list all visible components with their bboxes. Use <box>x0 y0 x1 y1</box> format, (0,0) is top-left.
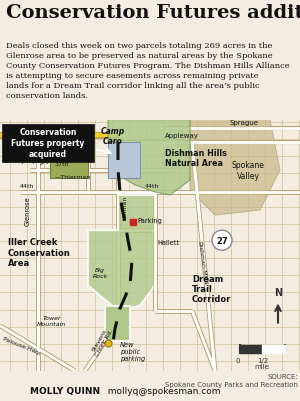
Text: Stevens
Creek Rd.: Stevens Creek Rd. <box>90 325 114 357</box>
Text: Dream
Trail
Corridor: Dream Trail Corridor <box>192 274 231 304</box>
Polygon shape <box>190 120 280 216</box>
Text: mile: mile <box>254 363 269 369</box>
Text: Palouse Hwy.: Palouse Hwy. <box>2 336 42 356</box>
Polygon shape <box>50 156 88 178</box>
Text: Spokane County Parks and Recreation: Spokane County Parks and Recreation <box>165 381 298 387</box>
Text: Holman: Holman <box>122 196 127 220</box>
Text: Iller Creek
Conservation
Area: Iller Creek Conservation Area <box>8 238 71 267</box>
Text: SOURCE:: SOURCE: <box>267 373 298 379</box>
Text: Parking: Parking <box>137 218 162 223</box>
Text: 90: 90 <box>50 131 60 140</box>
Text: MOLLY QUINN: MOLLY QUINN <box>30 386 100 395</box>
Text: Big
Rock: Big Rock <box>92 267 108 278</box>
Text: Deals closed this week on two parcels totaling 269 acres in the
Glenrose area to: Deals closed this week on two parcels to… <box>6 42 290 100</box>
Text: DNR property: DNR property <box>5 157 50 164</box>
Text: N: N <box>274 288 282 298</box>
Text: 37th: 37th <box>55 162 70 166</box>
Text: Spokane
Valley: Spokane Valley <box>232 161 264 180</box>
Text: Conservation Futures additions: Conservation Futures additions <box>6 4 300 22</box>
Text: Tower
Mountain: Tower Mountain <box>37 316 67 326</box>
Text: —Thierman: —Thierman <box>55 174 91 179</box>
Text: 44th: 44th <box>20 184 34 188</box>
Text: mollyq@spokesman.com: mollyq@spokesman.com <box>102 386 220 395</box>
Text: Sprague: Sprague <box>230 119 259 126</box>
Polygon shape <box>108 142 140 178</box>
Circle shape <box>212 231 232 251</box>
Text: 44th: 44th <box>145 184 160 188</box>
Text: New
public
parking: New public parking <box>120 341 145 361</box>
Text: Glenrose: Glenrose <box>25 196 31 225</box>
Text: 1/2: 1/2 <box>257 357 268 363</box>
FancyBboxPatch shape <box>45 128 65 144</box>
Text: Dishman-Mica: Dishman-Mica <box>196 240 208 285</box>
Text: 0: 0 <box>236 357 240 363</box>
Text: Conservation
Futures property
acquired: Conservation Futures property acquired <box>11 128 85 159</box>
Polygon shape <box>108 120 190 196</box>
Text: Appleway: Appleway <box>165 132 199 138</box>
Polygon shape <box>88 196 155 311</box>
Polygon shape <box>105 306 130 341</box>
Text: Hallett: Hallett <box>157 240 179 245</box>
Text: Dishman Hills
Natural Area: Dishman Hills Natural Area <box>165 148 227 168</box>
Text: Camp
Caro: Camp Caro <box>101 126 125 146</box>
Text: 27: 27 <box>216 236 228 245</box>
FancyBboxPatch shape <box>2 124 94 162</box>
